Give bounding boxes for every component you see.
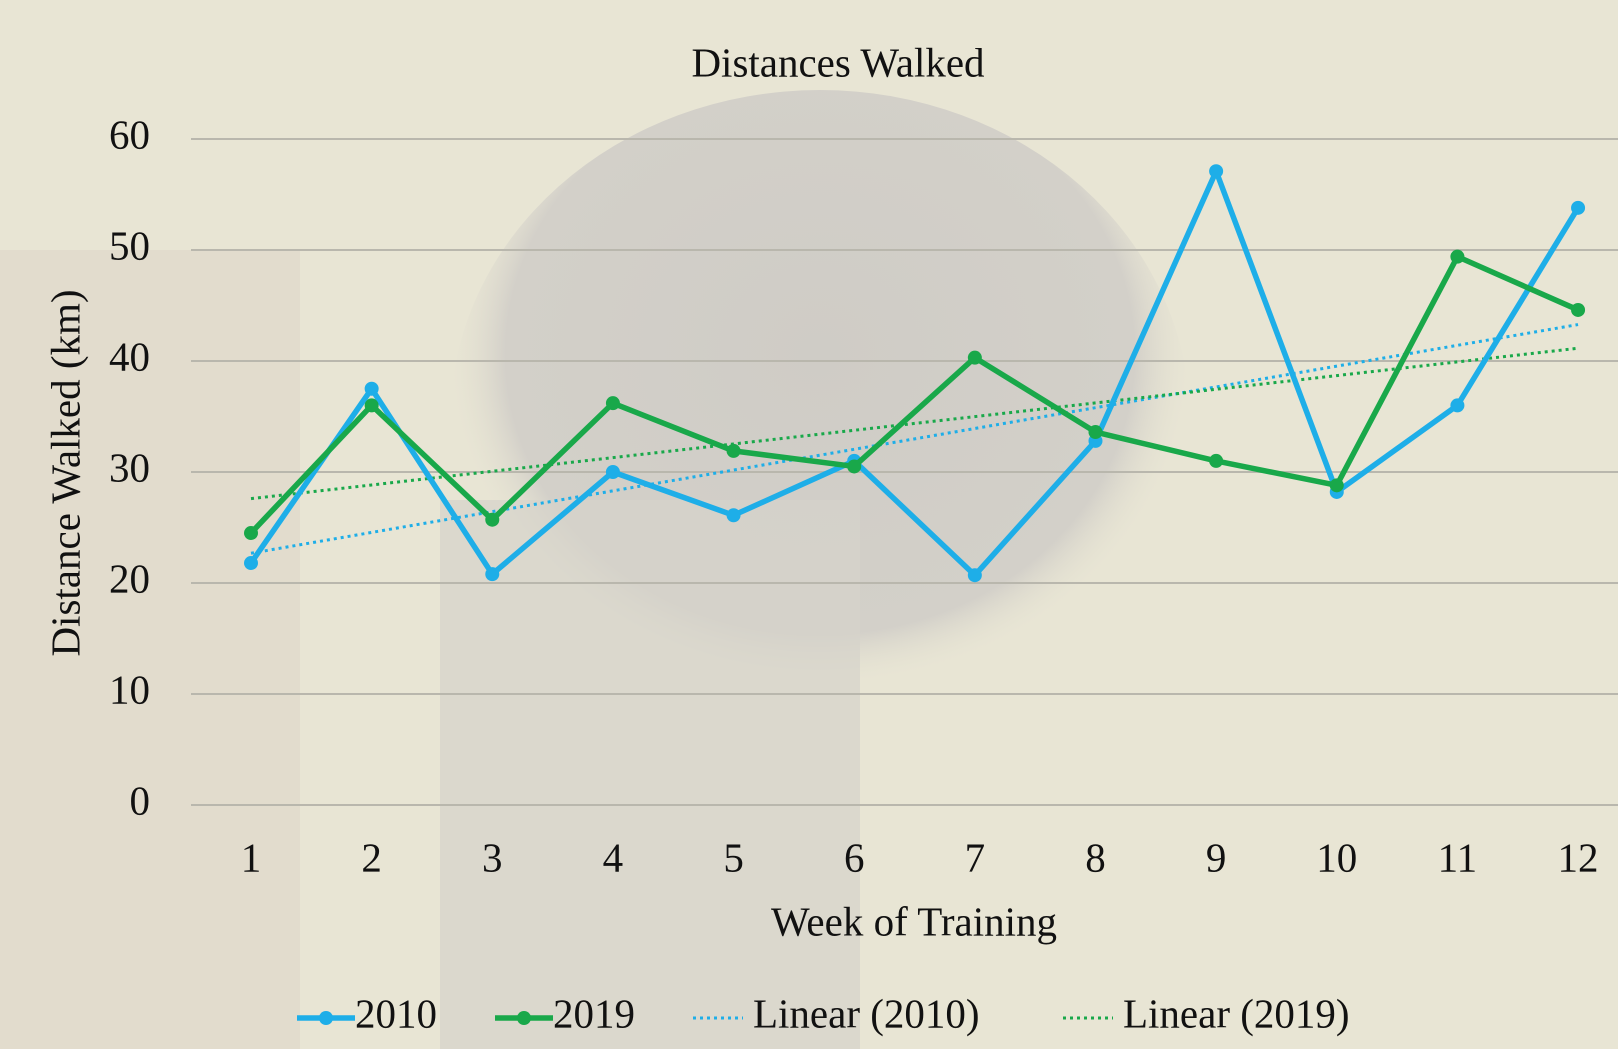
data-point: [1209, 164, 1224, 179]
data-point: [1450, 249, 1465, 264]
x-tick-label: 7: [965, 834, 986, 880]
data-point: [1450, 398, 1465, 413]
data-point: [1329, 478, 1344, 493]
series-line: [248, 168, 1581, 578]
x-tick-label: 10: [1316, 834, 1357, 880]
legend-label: Linear (2010): [753, 990, 980, 1036]
data-point: [485, 567, 500, 582]
data-point: [485, 512, 500, 527]
y-tick-label: 60: [109, 111, 150, 157]
legend-label: Linear (2019): [1123, 990, 1350, 1036]
data-point: [605, 396, 620, 411]
y-tick-label: 20: [109, 555, 150, 601]
chart-title: Distances Walked: [691, 39, 984, 85]
x-tick-label: 9: [1206, 834, 1227, 880]
background-stem: [440, 500, 860, 1049]
y-tick-label: 10: [109, 666, 150, 712]
data-point: [1209, 453, 1224, 468]
data-point: [726, 508, 741, 523]
data-point: [967, 568, 982, 583]
data-point: [244, 526, 258, 541]
legend-label: 2010: [355, 990, 437, 1036]
x-tick-label: 1: [241, 834, 262, 880]
legend-label: 2019: [553, 990, 635, 1036]
series-line: [249, 253, 1580, 535]
x-tick-label: 12: [1558, 834, 1599, 880]
background-patch: [0, 250, 300, 1049]
data-point: [967, 350, 982, 365]
y-tick-label: 30: [109, 444, 150, 490]
data-point: [726, 443, 741, 458]
x-tick-label: 5: [723, 834, 744, 880]
data-point: [1571, 200, 1586, 215]
y-tick-label: 40: [109, 333, 150, 379]
y-tick-label: 50: [109, 222, 150, 268]
data-point: [244, 556, 258, 571]
y-tick-label: 0: [130, 777, 151, 823]
trendline: [250, 346, 1579, 501]
x-tick-label: 11: [1438, 834, 1477, 880]
data-point: [1088, 425, 1103, 440]
x-tick-label: 2: [361, 834, 382, 880]
x-tick-label: 4: [603, 834, 624, 880]
trendline: [250, 323, 1579, 555]
legend-marker: [319, 1011, 333, 1025]
legend-marker: [517, 1011, 531, 1025]
x-tick-label: 3: [482, 834, 503, 880]
x-axis-label: Week of Training: [771, 898, 1057, 944]
y-axis-label: Distance Walked (km): [42, 289, 88, 656]
x-tick-label: 6: [844, 834, 865, 880]
data-point: [605, 465, 620, 479]
x-tick-label: 8: [1085, 834, 1106, 880]
data-point: [1571, 302, 1586, 317]
data-point: [364, 398, 379, 413]
data-point: [847, 459, 862, 474]
data-point: [364, 381, 379, 396]
